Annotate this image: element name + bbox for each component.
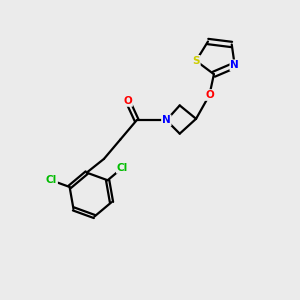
- Text: O: O: [205, 90, 214, 100]
- Text: Cl: Cl: [46, 176, 57, 185]
- Text: N: N: [230, 60, 239, 70]
- Text: S: S: [192, 56, 200, 66]
- Text: O: O: [123, 96, 132, 106]
- Text: Cl: Cl: [117, 163, 128, 173]
- Text: N: N: [162, 115, 171, 125]
